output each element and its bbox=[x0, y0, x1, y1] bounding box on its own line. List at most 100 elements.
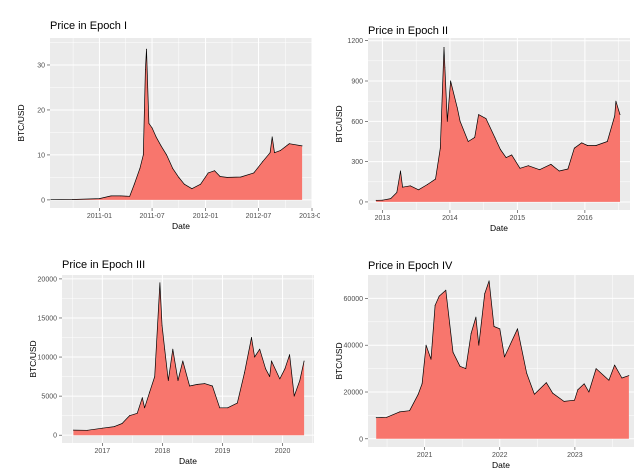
data-point bbox=[465, 368, 467, 369]
data-point bbox=[621, 377, 623, 379]
data-point bbox=[196, 384, 198, 385]
chart-title: Price in Epoch IV bbox=[368, 260, 453, 272]
data-point bbox=[301, 145, 303, 147]
data-point bbox=[444, 67, 446, 68]
data-point bbox=[400, 170, 401, 172]
data-point bbox=[139, 168, 141, 169]
data-point bbox=[517, 328, 518, 330]
data-point bbox=[467, 141, 469, 142]
data-point bbox=[121, 423, 123, 424]
data-point bbox=[269, 152, 271, 154]
data-point bbox=[149, 391, 151, 393]
data-point bbox=[500, 149, 501, 150]
data-point bbox=[271, 136, 273, 138]
data-point bbox=[519, 167, 521, 169]
data-point bbox=[177, 380, 179, 381]
data-point bbox=[73, 429, 74, 431]
data-point bbox=[475, 316, 477, 318]
data-point bbox=[505, 157, 507, 159]
x-tick-label: 2012-07 bbox=[246, 213, 272, 220]
data-point bbox=[120, 195, 122, 197]
data-point bbox=[219, 176, 221, 177]
data-point bbox=[288, 143, 290, 145]
x-tick-label: 2011-01 bbox=[87, 213, 112, 220]
x-tick-label: 2020 bbox=[275, 448, 291, 455]
data-point bbox=[50, 199, 52, 201]
data-point bbox=[550, 163, 552, 165]
y-tick-label: 900 bbox=[351, 79, 363, 86]
data-point bbox=[452, 351, 454, 353]
data-point bbox=[299, 380, 301, 381]
x-tick-label: 2021 bbox=[417, 452, 433, 459]
series-area bbox=[50, 49, 303, 200]
y-tick-label: 40000 bbox=[344, 343, 364, 350]
x-tick-label: 2012-01 bbox=[193, 213, 219, 220]
data-point bbox=[212, 385, 213, 387]
data-point bbox=[182, 360, 184, 362]
data-point bbox=[499, 328, 501, 330]
x-tick-label: 2011-07 bbox=[139, 213, 164, 220]
data-point bbox=[303, 360, 305, 362]
data-point bbox=[450, 80, 451, 82]
data-point bbox=[86, 429, 88, 431]
data-point bbox=[409, 185, 411, 187]
y-tick-label: 0 bbox=[359, 199, 363, 206]
data-point bbox=[567, 168, 569, 170]
data-point bbox=[236, 402, 238, 404]
data-point bbox=[129, 415, 130, 417]
data-point bbox=[484, 293, 486, 295]
data-point bbox=[154, 376, 156, 377]
data-point bbox=[504, 356, 505, 358]
y-axis-label: BTC/USD bbox=[334, 105, 344, 142]
data-point bbox=[470, 333, 472, 334]
x-tick-label: 2015 bbox=[510, 215, 526, 222]
data-point bbox=[402, 186, 403, 188]
y-tick-label: 0 bbox=[53, 433, 57, 440]
data-point bbox=[478, 344, 480, 346]
data-point bbox=[474, 137, 476, 138]
data-point bbox=[527, 165, 529, 167]
data-point bbox=[446, 120, 448, 122]
y-tick-label: 300 bbox=[351, 159, 363, 166]
data-point bbox=[577, 389, 579, 391]
data-point bbox=[142, 154, 144, 156]
data-point bbox=[615, 100, 617, 102]
x-tick-label: 2014 bbox=[442, 215, 458, 222]
y-tick-label: 20000 bbox=[38, 276, 58, 283]
y-tick-label: 30 bbox=[37, 62, 45, 69]
data-point bbox=[459, 120, 461, 122]
chart-epoch-1: 0 10 20 30 2011-01 2011-07 2012-01 2012-07 2013-… bbox=[16, 20, 320, 231]
data-point bbox=[240, 176, 242, 178]
y-tick-label: 20 bbox=[37, 107, 45, 114]
data-point bbox=[155, 136, 157, 138]
x-tick-label: 2013 bbox=[375, 215, 391, 222]
data-point bbox=[284, 368, 286, 370]
data-point bbox=[293, 395, 295, 397]
y-tick-label: 1200 bbox=[347, 38, 363, 45]
data-point bbox=[619, 114, 621, 115]
data-point bbox=[418, 189, 419, 191]
data-point bbox=[141, 397, 143, 399]
data-point bbox=[534, 393, 535, 395]
data-point bbox=[265, 368, 266, 370]
data-point bbox=[161, 325, 163, 327]
data-point bbox=[552, 392, 554, 394]
data-point bbox=[110, 195, 112, 197]
data-point bbox=[545, 382, 547, 383]
data-point bbox=[113, 426, 115, 427]
data-point bbox=[200, 183, 202, 185]
data-point bbox=[430, 358, 432, 360]
data-point bbox=[587, 145, 588, 146]
data-point bbox=[191, 188, 193, 190]
data-point bbox=[219, 407, 221, 409]
data-point bbox=[144, 407, 146, 409]
x-axis-label: Date bbox=[490, 223, 508, 233]
data-point bbox=[563, 401, 565, 402]
data-point bbox=[146, 48, 147, 50]
data-point bbox=[614, 115, 616, 117]
data-point bbox=[539, 169, 540, 171]
data-point bbox=[101, 427, 103, 429]
data-point bbox=[207, 172, 209, 174]
data-point bbox=[409, 410, 410, 412]
data-point bbox=[493, 326, 495, 327]
